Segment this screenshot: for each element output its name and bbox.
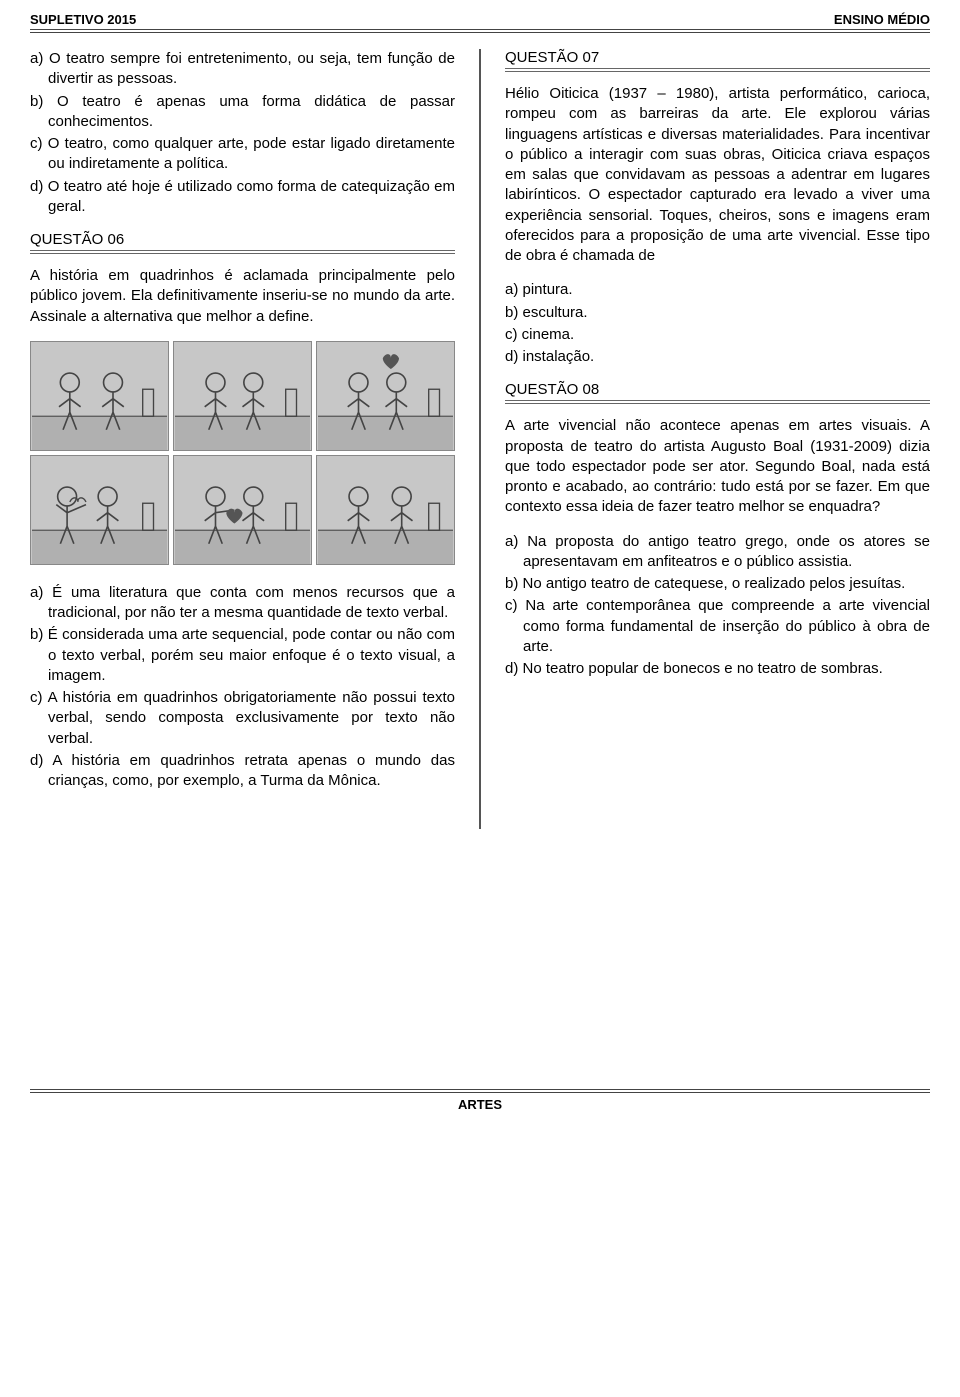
q05-option-d: d) O teatro até hoje é utilizado como fo… [30,177,455,218]
header-right: ENSINO MÉDIO [834,12,930,27]
right-column: QUESTÃO 07 Hélio Oiticica (1937 – 1980),… [505,49,930,829]
panel-drawing-icon [174,342,311,450]
q06-option-a: a) É uma literatura que conta com menos … [30,583,455,624]
comic-panel [30,455,169,565]
comic-row-1 [30,341,455,451]
q07-option-c: c) cinema. [505,325,930,345]
comic-panel [173,455,312,565]
q08-intro: A arte vivencial não acontece apenas em … [505,416,930,517]
left-column: a) O teatro sempre foi entretenimento, o… [30,49,455,829]
q07-option-b: b) escultura. [505,303,930,323]
comic-panel [316,455,455,565]
header-bar: SUPLETIVO 2015 ENSINO MÉDIO [30,12,930,33]
q06-option-d: d) A história em quadrinhos retrata apen… [30,751,455,792]
q07-option-d: d) instalação. [505,347,930,367]
spacer [505,272,930,280]
q06-option-c: c) A história em quadrinhos obrigatoriam… [30,688,455,749]
page: SUPLETIVO 2015 ENSINO MÉDIO a) O teatro … [0,0,960,1142]
comic-row-2 [30,455,455,565]
two-column-layout: a) O teatro sempre foi entretenimento, o… [30,49,930,829]
q08-option-c: c) Na arte contemporânea que compreende … [505,596,930,657]
comic-panel [173,341,312,451]
panel-drawing-icon [317,342,454,450]
q07-intro: Hélio Oiticica (1937 – 1980), artista pe… [505,84,930,266]
q06-title: QUESTÃO 06 [30,231,455,254]
panel-drawing-icon [174,456,311,564]
q05-option-c: c) O teatro, como qualquer arte, pode es… [30,134,455,175]
q05-option-a: a) O teatro sempre foi entretenimento, o… [30,49,455,90]
panel-drawing-icon [317,456,454,564]
comic-strip [30,341,455,565]
footer: ARTES [30,1089,930,1112]
q07-title: QUESTÃO 07 [505,49,930,72]
header-left: SUPLETIVO 2015 [30,12,136,27]
q06-option-b: b) É considerada uma arte sequencial, po… [30,625,455,686]
panel-drawing-icon [31,456,168,564]
panel-drawing-icon [31,342,168,450]
column-divider [479,49,481,829]
spacer [505,524,930,532]
q08-option-d: d) No teatro popular de bonecos e no tea… [505,659,930,679]
footer-label: ARTES [458,1097,502,1112]
q05-option-b: b) O teatro é apenas uma forma didática … [30,92,455,133]
comic-panel [30,341,169,451]
q08-option-a: a) Na proposta do antigo teatro grego, o… [505,532,930,573]
q08-title: QUESTÃO 08 [505,381,930,404]
q06-intro: A história em quadrinhos é aclamada prin… [30,266,455,327]
q08-option-b: b) No antigo teatro de catequese, o real… [505,574,930,594]
q07-option-a: a) pintura. [505,280,930,300]
comic-panel [316,341,455,451]
